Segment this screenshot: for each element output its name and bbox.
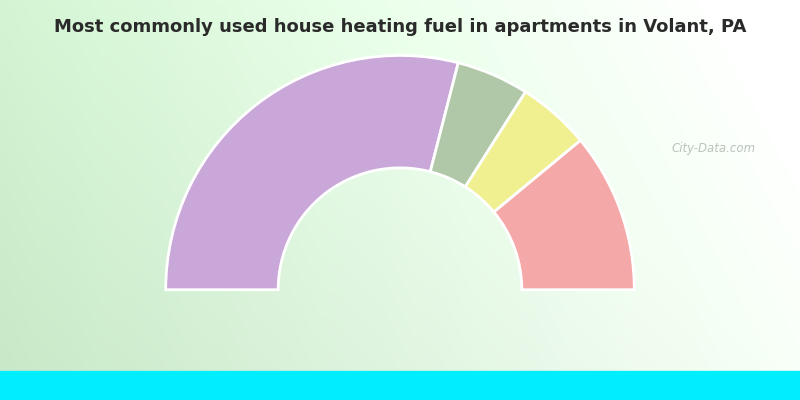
Wedge shape bbox=[166, 56, 458, 290]
Text: City-Data.com: City-Data.com bbox=[672, 142, 756, 155]
Wedge shape bbox=[494, 140, 634, 290]
Wedge shape bbox=[466, 92, 581, 212]
Wedge shape bbox=[430, 63, 526, 187]
Bar bbox=[0, 371, 800, 400]
Text: Most commonly used house heating fuel in apartments in Volant, PA: Most commonly used house heating fuel in… bbox=[54, 18, 746, 36]
